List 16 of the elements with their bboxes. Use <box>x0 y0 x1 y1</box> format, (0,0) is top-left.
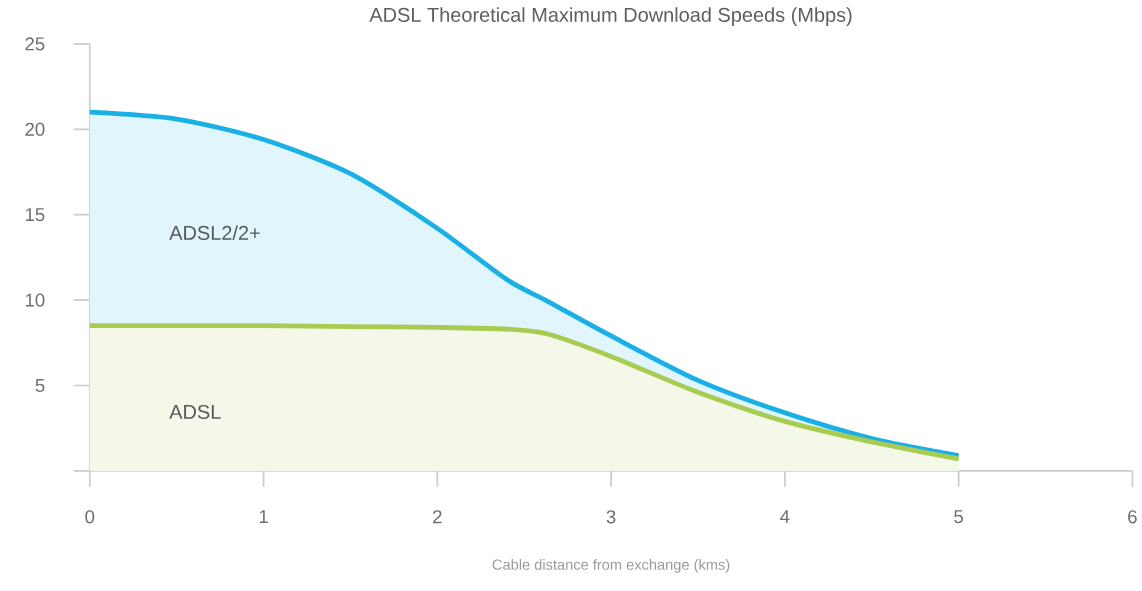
series-label: ADSL2/2+ <box>169 225 260 241</box>
x-axis-title: Cable distance from exchange (kms) <box>492 559 730 573</box>
y-tick-label: 25 <box>25 37 45 51</box>
x-tick-label: 5 <box>954 510 964 524</box>
y-tick-label: 15 <box>25 208 45 222</box>
x-tick-label: 4 <box>780 510 790 524</box>
chart-title: ADSL Theoretical Maximum Download Speeds (Mbps) <box>369 7 852 27</box>
y-tick-label: 5 <box>35 379 45 393</box>
x-tick-label: 6 <box>1128 510 1137 524</box>
x-tick-label: 2 <box>433 510 442 524</box>
y-tick-label: 10 <box>25 293 45 307</box>
x-tick-label: 1 <box>259 510 268 524</box>
series-label: ADSL <box>169 405 221 420</box>
y-tick-label: 20 <box>25 122 45 137</box>
x-tick-label: 3 <box>606 510 616 524</box>
x-tick-label: 0 <box>85 510 95 524</box>
